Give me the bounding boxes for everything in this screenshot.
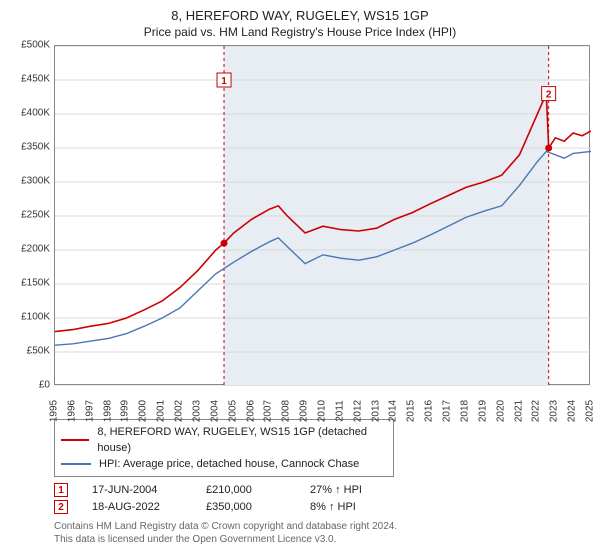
svg-text:1: 1 [221,76,227,87]
y-tick-label: £50K [27,346,50,357]
chart-container: 8, HEREFORD WAY, RUGELEY, WS15 1GP Price… [0,0,600,560]
x-tick-label: 1996 [66,400,77,422]
svg-text:2: 2 [546,90,552,101]
y-tick-label: £350K [21,142,50,153]
legend-item: HPI: Average price, detached house, Cann… [61,456,387,472]
legend-item: 8, HEREFORD WAY, RUGELEY, WS15 1GP (deta… [61,424,387,456]
event-date: 18-AUG-2022 [92,501,182,513]
y-tick-label: £200K [21,244,50,255]
x-tick-label: 2001 [156,400,167,422]
chart-title: 8, HEREFORD WAY, RUGELEY, WS15 1GP [10,8,590,23]
x-tick-label: 1995 [49,400,60,422]
event-table: 1 17-JUN-2004 £210,000 27% ↑ HPI 2 18-AUG-202… [54,483,590,514]
legend-label: 8, HEREFORD WAY, RUGELEY, WS15 1GP (deta… [97,424,387,456]
x-tick-label: 1999 [120,400,131,422]
y-tick-label: £250K [21,210,50,221]
y-tick-label: £450K [21,74,50,85]
x-tick-label: 2003 [191,400,202,422]
y-tick-label: £400K [21,108,50,119]
x-tick-label: 1998 [102,400,113,422]
x-tick-label: 2021 [513,400,524,422]
x-axis-labels: 1995199619971998199920002001200220032004… [54,387,590,415]
footnote-line: This data is licensed under the Open Gov… [54,533,590,546]
x-tick-label: 2015 [406,400,417,422]
x-tick-label: 1997 [84,400,95,422]
legend: 8, HEREFORD WAY, RUGELEY, WS15 1GP (deta… [54,419,394,477]
plot-region: 12 [54,45,590,385]
footnote: Contains HM Land Registry data © Crown c… [54,520,590,546]
event-price: £210,000 [206,484,286,496]
x-tick-label: 2022 [531,400,542,422]
x-tick-label: 2011 [334,400,345,422]
event-marker: 1 [54,483,68,497]
x-tick-label: 2019 [477,400,488,422]
event-row: 2 18-AUG-2022 £350,000 8% ↑ HPI [54,500,590,514]
chart-subtitle: Price paid vs. HM Land Registry's House … [10,25,590,39]
y-tick-label: £0 [39,380,50,391]
x-tick-label: 2025 [585,400,596,422]
x-tick-label: 2000 [138,400,149,422]
y-tick-label: £300K [21,176,50,187]
chart-area: £0 £50K £100K £150K £200K £250K £300K £350K £400… [10,45,590,415]
y-tick-label: £100K [21,312,50,323]
event-price: £350,000 [206,501,286,513]
x-tick-label: 2006 [245,400,256,422]
event-marker: 2 [54,500,68,514]
x-tick-label: 2016 [424,400,435,422]
x-tick-label: 2004 [209,400,220,422]
x-tick-label: 2008 [281,400,292,422]
event-date: 17-JUN-2004 [92,484,182,496]
x-tick-label: 2009 [299,400,310,422]
x-tick-label: 2014 [388,400,399,422]
x-tick-label: 2013 [370,400,381,422]
x-tick-label: 2023 [549,400,560,422]
x-tick-label: 2012 [352,400,363,422]
footnote-line: Contains HM Land Registry data © Crown c… [54,520,590,533]
x-tick-label: 2020 [495,400,506,422]
event-delta: 27% ↑ HPI [310,484,400,496]
legend-swatch [61,439,89,441]
event-delta: 8% ↑ HPI [310,501,400,513]
plot-svg: 12 [55,46,591,386]
x-tick-label: 2024 [567,400,578,422]
x-tick-label: 2007 [263,400,274,422]
y-tick-label: £500K [21,40,50,51]
x-tick-label: 2002 [174,400,185,422]
event-row: 1 17-JUN-2004 £210,000 27% ↑ HPI [54,483,590,497]
legend-label: HPI: Average price, detached house, Cann… [99,456,359,472]
x-tick-label: 2017 [442,400,453,422]
legend-swatch [61,463,91,465]
x-tick-label: 2018 [459,400,470,422]
x-tick-label: 2010 [317,400,328,422]
x-tick-label: 2005 [227,400,238,422]
y-axis-labels: £0£50K£100K£150K£200K£250K£300K£350K£400… [10,45,54,385]
y-tick-label: £150K [21,278,50,289]
